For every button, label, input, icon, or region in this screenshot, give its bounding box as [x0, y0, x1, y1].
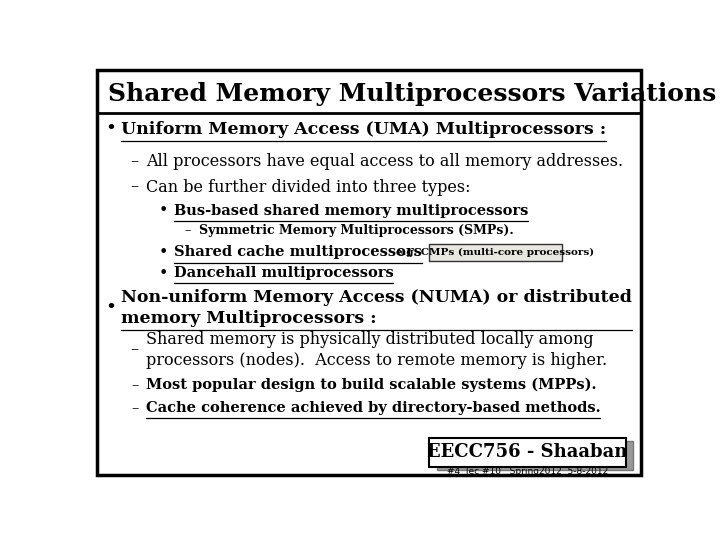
Text: Shared Memory Multiprocessors Variations: Shared Memory Multiprocessors Variations [109, 82, 716, 106]
Text: Can be further divided into three types:: Can be further divided into three types: [145, 179, 470, 195]
Text: Bus-based shared memory multiprocessors: Bus-based shared memory multiprocessors [174, 204, 528, 218]
FancyBboxPatch shape [429, 438, 626, 467]
FancyBboxPatch shape [429, 244, 562, 261]
Text: Symmetric Memory Multiprocessors (SMPs).: Symmetric Memory Multiprocessors (SMPs). [199, 224, 513, 237]
Text: –: – [130, 341, 139, 358]
Text: •: • [159, 244, 168, 261]
Text: #4  lec #10   Spring2012  5-8-2012: #4 lec #10 Spring2012 5-8-2012 [447, 467, 608, 476]
Text: –: – [131, 378, 138, 392]
FancyBboxPatch shape [97, 70, 641, 475]
Text: All processors have equal access to all memory addresses.: All processors have equal access to all … [145, 153, 623, 170]
Text: e.g. CMPs (multi-core processors): e.g. CMPs (multi-core processors) [397, 248, 595, 257]
Text: –: – [184, 224, 191, 237]
Text: Non-uniform Memory Access (NUMA) or distributed
memory Multiprocessors :: Non-uniform Memory Access (NUMA) or dist… [121, 289, 631, 327]
Text: –: – [131, 401, 138, 415]
Text: EECC756 - Shaaban: EECC756 - Shaaban [427, 443, 628, 461]
Text: Dancehall multiprocessors: Dancehall multiprocessors [174, 266, 393, 280]
Text: Shared memory is physically distributed locally among
processors (nodes).  Acces: Shared memory is physically distributed … [145, 330, 607, 369]
Text: •: • [106, 120, 117, 138]
Text: Shared cache multiprocessors: Shared cache multiprocessors [174, 245, 422, 259]
Text: •: • [159, 202, 168, 219]
Text: Cache coherence achieved by directory-based methods.: Cache coherence achieved by directory-ba… [145, 401, 600, 415]
Text: •: • [106, 299, 117, 317]
Text: Most popular design to build scalable systems (MPPs).: Most popular design to build scalable sy… [145, 378, 596, 392]
Text: –: – [130, 153, 139, 170]
Text: •: • [159, 265, 168, 282]
Text: Uniform Memory Access (UMA) Multiprocessors :: Uniform Memory Access (UMA) Multiprocess… [121, 121, 606, 138]
FancyBboxPatch shape [437, 441, 634, 470]
Text: –: – [130, 179, 139, 195]
